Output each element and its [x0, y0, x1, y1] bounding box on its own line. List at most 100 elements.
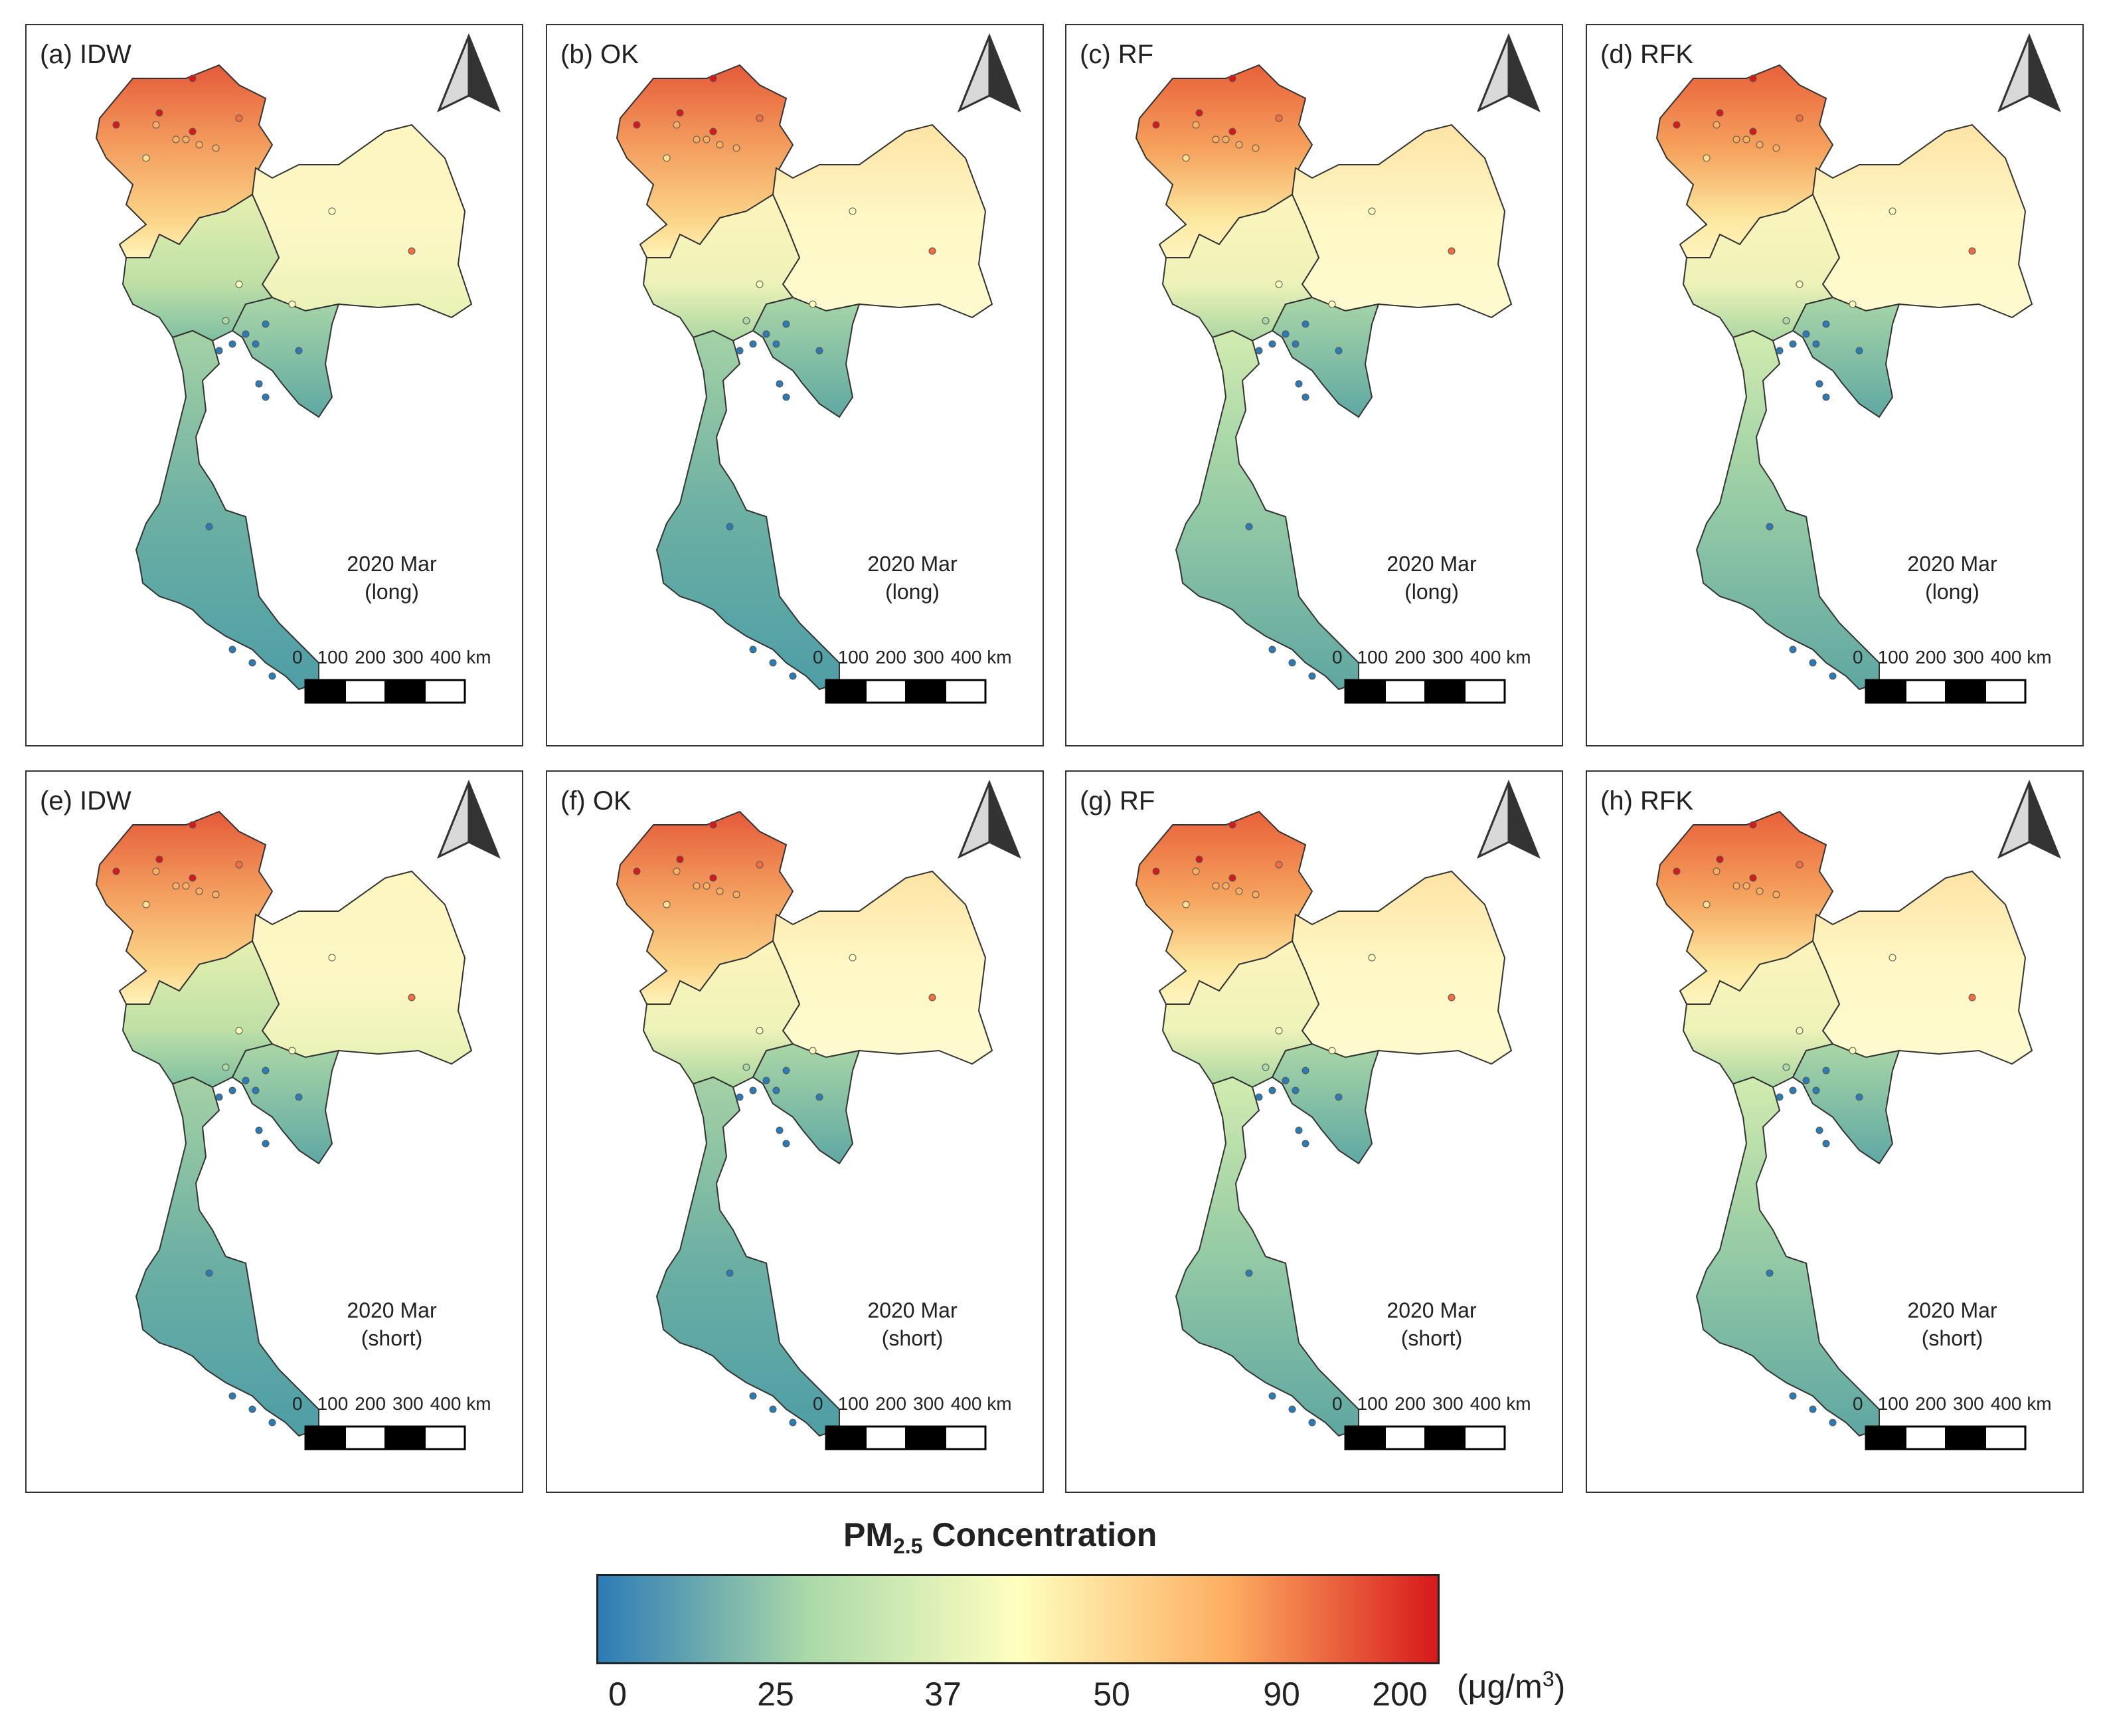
- scale-bar-label: 300: [392, 647, 424, 667]
- monitoring-station: [248, 659, 256, 667]
- scale-bar: [304, 1425, 466, 1450]
- monitoring-station: [1335, 1093, 1343, 1101]
- region-south: [655, 329, 840, 691]
- thailand-map: [616, 64, 993, 691]
- monitoring-station: [676, 855, 684, 863]
- monitoring-station: [749, 1086, 757, 1094]
- monitoring-station: [142, 901, 150, 909]
- monitoring-station: [112, 121, 120, 129]
- date-text: 2020 Mar: [1907, 552, 1997, 576]
- monitoring-station: [235, 861, 243, 869]
- region-south: [1695, 329, 1880, 691]
- map-panel: (c) RF 2020 Mar (long) 0 100 200 300 400 km: [1065, 24, 1563, 746]
- monitoring-station: [1252, 144, 1260, 152]
- legend-title-subscript: 2.5: [893, 1534, 923, 1558]
- monitoring-station: [1968, 994, 1976, 1001]
- thailand-map: [1655, 810, 2033, 1437]
- date-text: 2020 Mar: [1387, 1298, 1477, 1322]
- monitoring-station: [242, 1077, 250, 1085]
- monitoring-station: [1812, 1086, 1820, 1094]
- monitoring-station: [736, 1093, 744, 1101]
- monitoring-station: [1732, 135, 1740, 143]
- date-text: 2020 Mar: [867, 1298, 958, 1322]
- scale-bar-label: 300: [1432, 1393, 1464, 1414]
- monitoring-station: [1252, 891, 1260, 899]
- monitoring-station: [1268, 1086, 1276, 1094]
- monitoring-station: [1749, 74, 1757, 82]
- monitoring-station: [1789, 1086, 1797, 1094]
- region-northeast: [251, 124, 473, 319]
- region-central: [642, 940, 801, 1088]
- monitoring-station: [1703, 154, 1711, 162]
- region-northeast: [1291, 870, 1513, 1065]
- monitoring-station: [1328, 1047, 1336, 1055]
- monitoring-station: [1673, 867, 1681, 875]
- panel-label: (f) OK: [560, 786, 631, 816]
- monitoring-station: [782, 393, 790, 401]
- mode-text: (short): [881, 1326, 944, 1350]
- legend-title-rest: Concentration: [922, 1516, 1157, 1553]
- monitoring-station: [1222, 135, 1230, 143]
- monitoring-station: [252, 340, 260, 348]
- monitoring-station: [172, 882, 180, 890]
- monitoring-station: [1302, 1067, 1309, 1075]
- monitoring-station: [673, 121, 681, 129]
- monitoring-station: [693, 882, 701, 890]
- region-northeast: [1811, 870, 2033, 1065]
- monitoring-station: [215, 347, 223, 355]
- scale-bar-label: 100: [1357, 647, 1388, 667]
- scale-bar-labels: 0 100 200 300 400 km: [1332, 647, 1538, 668]
- monitoring-station: [769, 1405, 777, 1413]
- scale-bar-label: 200: [355, 1393, 386, 1414]
- monitoring-station: [1292, 1086, 1300, 1094]
- monitoring-station: [1732, 882, 1740, 890]
- scale-bar-label: 200: [1915, 647, 1947, 667]
- monitoring-station: [212, 891, 220, 899]
- monitoring-station: [1448, 994, 1456, 1001]
- monitoring-station: [189, 74, 197, 82]
- legend-unit: (μg/m3): [1457, 1667, 1565, 1706]
- scale-bar-labels: 0 100 200 300 400 km: [813, 1393, 1019, 1415]
- monitoring-station: [1776, 1093, 1784, 1101]
- monitoring-station: [1789, 1392, 1797, 1400]
- monitoring-station: [262, 393, 270, 401]
- monitoring-station: [1855, 347, 1863, 355]
- legend-tick-label: 37: [924, 1676, 962, 1713]
- monitoring-station: [235, 114, 243, 122]
- scale-bar: [1344, 679, 1506, 704]
- scale-bar-label: 0: [813, 647, 823, 667]
- legend-unit-end: ): [1554, 1668, 1566, 1705]
- monitoring-station: [726, 1269, 734, 1277]
- monitoring-station: [815, 347, 823, 355]
- region-east: [1792, 296, 1900, 418]
- monitoring-station: [1228, 128, 1236, 135]
- monitoring-station: [1673, 121, 1681, 129]
- region-south: [1175, 1076, 1359, 1437]
- monitoring-station: [772, 340, 780, 348]
- monitoring-station: [1766, 523, 1774, 531]
- monitoring-station: [288, 1047, 296, 1055]
- monitoring-station: [1295, 380, 1303, 388]
- monitoring-station: [782, 320, 790, 328]
- monitoring-station: [189, 874, 197, 882]
- scale-bar-labels: 0 100 200 300 400 km: [1332, 1393, 1538, 1415]
- monitoring-station: [222, 1063, 230, 1071]
- date-annotation: 2020 Mar (short): [319, 1296, 465, 1352]
- monitoring-station: [1802, 330, 1810, 338]
- monitoring-station: [1335, 347, 1343, 355]
- monitoring-station: [1855, 1093, 1863, 1101]
- scale-bar-label: 400 km: [1990, 647, 2052, 667]
- monitoring-station: [732, 144, 740, 152]
- legend-tick-label: 50: [1093, 1676, 1130, 1713]
- date-text: 2020 Mar: [1907, 1298, 1997, 1322]
- monitoring-station: [1292, 340, 1300, 348]
- date-text: 2020 Mar: [1387, 552, 1477, 576]
- monitoring-station: [1195, 109, 1203, 117]
- monitoring-station: [1796, 114, 1804, 122]
- monitoring-station: [1275, 280, 1283, 288]
- monitoring-station: [112, 867, 120, 875]
- monitoring-station: [1235, 141, 1243, 149]
- monitoring-station: [1262, 1063, 1270, 1071]
- monitoring-station: [1302, 393, 1309, 401]
- region-northeast: [1811, 124, 2033, 319]
